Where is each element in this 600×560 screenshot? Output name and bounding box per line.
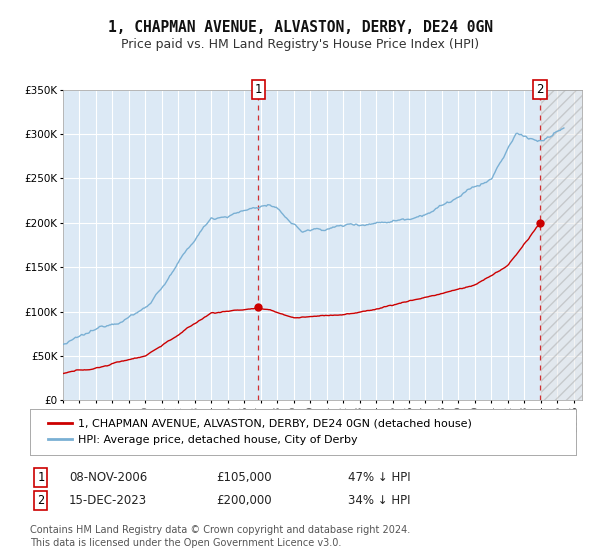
Text: 47% ↓ HPI: 47% ↓ HPI bbox=[348, 470, 410, 484]
Text: 15-DEC-2023: 15-DEC-2023 bbox=[69, 493, 147, 507]
Text: 2: 2 bbox=[37, 493, 44, 507]
Text: 08-NOV-2006: 08-NOV-2006 bbox=[69, 470, 147, 484]
Text: Price paid vs. HM Land Registry's House Price Index (HPI): Price paid vs. HM Land Registry's House … bbox=[121, 38, 479, 50]
Text: 34% ↓ HPI: 34% ↓ HPI bbox=[348, 493, 410, 507]
Text: Contains HM Land Registry data © Crown copyright and database right 2024.: Contains HM Land Registry data © Crown c… bbox=[30, 525, 410, 535]
Text: 1: 1 bbox=[37, 470, 44, 484]
Text: 1: 1 bbox=[254, 83, 262, 96]
Text: 2: 2 bbox=[536, 83, 544, 96]
Text: £105,000: £105,000 bbox=[216, 470, 272, 484]
Bar bbox=[541, 90, 582, 400]
Text: 1, CHAPMAN AVENUE, ALVASTON, DERBY, DE24 0GN: 1, CHAPMAN AVENUE, ALVASTON, DERBY, DE24… bbox=[107, 20, 493, 35]
Text: This data is licensed under the Open Government Licence v3.0.: This data is licensed under the Open Gov… bbox=[30, 538, 341, 548]
Text: £200,000: £200,000 bbox=[216, 493, 272, 507]
Bar bbox=[541, 90, 582, 400]
Legend: 1, CHAPMAN AVENUE, ALVASTON, DERBY, DE24 0GN (detached house), HPI: Average pric: 1, CHAPMAN AVENUE, ALVASTON, DERBY, DE24… bbox=[41, 412, 478, 451]
